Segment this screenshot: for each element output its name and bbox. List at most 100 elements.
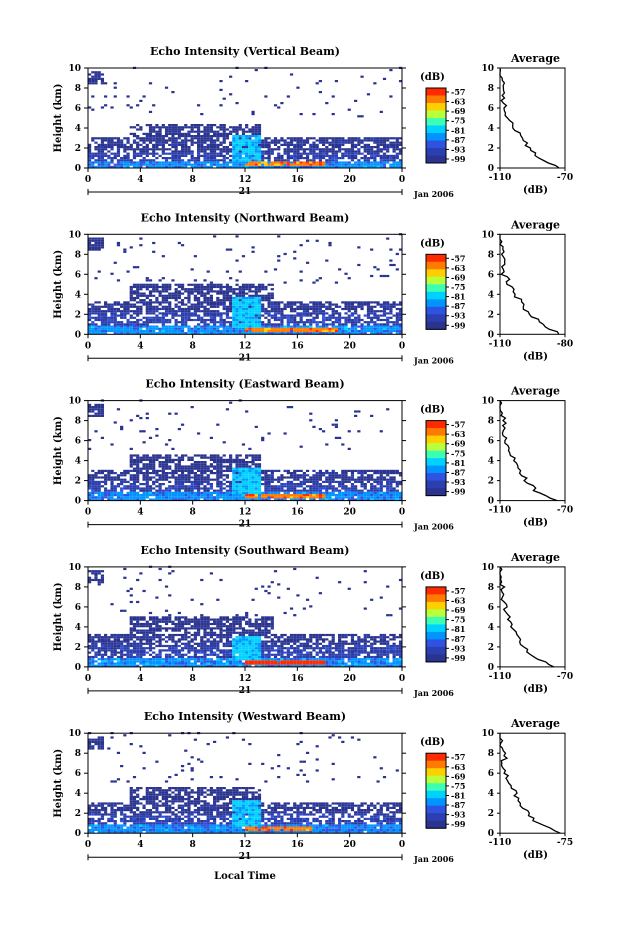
heatmap-cell xyxy=(338,483,341,485)
heatmap-cell xyxy=(126,658,129,660)
heatmap-cell xyxy=(197,137,200,139)
heatmap-cell xyxy=(335,326,338,328)
heatmap-cell xyxy=(181,244,184,246)
heatmap-cell xyxy=(159,148,162,150)
heatmap-cell xyxy=(184,133,187,135)
heatmap-cell xyxy=(216,490,219,492)
heatmap-cell xyxy=(171,128,174,130)
heatmap-cell xyxy=(181,424,184,426)
heatmap-cell xyxy=(210,131,213,133)
heatmap-cell xyxy=(210,124,213,126)
heatmap-cell xyxy=(364,494,367,496)
heatmap-cell xyxy=(187,290,190,292)
heatmap-cell xyxy=(203,660,206,662)
heatmap-cell xyxy=(376,144,379,146)
heatmap-cell xyxy=(136,137,139,139)
heatmap-cell xyxy=(104,476,107,478)
heatmap-cell xyxy=(184,470,187,472)
heatmap-cell xyxy=(139,164,142,166)
heatmap-cell xyxy=(367,164,370,166)
heatmap-cell xyxy=(239,658,242,660)
heatmap-cell xyxy=(239,492,242,494)
heatmap-cell xyxy=(370,312,373,314)
heatmap-cell xyxy=(181,144,184,146)
heatmap-cell xyxy=(159,660,162,662)
heatmap-cell xyxy=(255,454,258,456)
heatmap-cell xyxy=(130,246,133,248)
heatmap-cell xyxy=(248,494,251,496)
heatmap-cell xyxy=(130,492,133,494)
heatmap-cell xyxy=(383,326,386,328)
heatmap-cell xyxy=(159,465,162,467)
heatmap-cell xyxy=(191,476,194,478)
heatmap-cell xyxy=(258,301,261,303)
heatmap-cell xyxy=(178,496,181,498)
heatmap-cell xyxy=(386,481,389,483)
heatmap-cell xyxy=(255,69,258,71)
heatmap-cell xyxy=(380,658,383,660)
heatmap-cell xyxy=(300,658,303,660)
heatmap-cell xyxy=(98,153,101,155)
heatmap-cell xyxy=(319,312,322,314)
heatmap-cell xyxy=(255,304,258,306)
heatmap-cell xyxy=(110,326,113,328)
heatmap-cell xyxy=(245,326,248,328)
heatmap-cell xyxy=(296,312,299,314)
heatmap-cell xyxy=(133,286,136,288)
heatmap-cell xyxy=(248,310,251,312)
heatmap-cell xyxy=(200,146,203,148)
colorbar-tick-label: -99 xyxy=(451,320,466,330)
heatmap-cell xyxy=(338,474,341,476)
heatmap-cell xyxy=(293,157,296,159)
heatmap-cell xyxy=(393,164,396,166)
heatmap-cell xyxy=(280,317,283,319)
heatmap-cell xyxy=(354,415,357,417)
heatmap-cell xyxy=(229,468,232,470)
heatmap-cell xyxy=(316,658,319,660)
heatmap-cell xyxy=(319,157,322,159)
heatmap-cell xyxy=(303,330,306,332)
heatmap-cell xyxy=(332,137,335,139)
heatmap-cell xyxy=(312,153,315,155)
heatmap-cell xyxy=(191,490,194,492)
heatmap-cell xyxy=(373,660,376,662)
heatmap-cell xyxy=(373,139,376,141)
heatmap-cell xyxy=(242,328,245,330)
heatmap-cell xyxy=(94,137,97,139)
heatmap-cell xyxy=(162,124,165,126)
heatmap-cell xyxy=(380,474,383,476)
heatmap-cell xyxy=(245,663,248,665)
heatmap-cell xyxy=(332,658,335,660)
heatmap-cell xyxy=(258,328,261,330)
heatmap-cell xyxy=(213,465,216,467)
heatmap-cell xyxy=(94,406,97,408)
heatmap-cell xyxy=(293,483,296,485)
heatmap-cell xyxy=(335,494,338,496)
heatmap-cell xyxy=(213,312,216,314)
heatmap-cell xyxy=(210,459,213,461)
heatmap-cell xyxy=(91,308,94,310)
heatmap-cell xyxy=(300,328,303,330)
heatmap-cell xyxy=(159,164,162,166)
heatmap-cell xyxy=(386,304,389,306)
heatmap-cell xyxy=(207,326,210,328)
heatmap-cell xyxy=(239,474,242,476)
heatmap-cell xyxy=(312,426,315,428)
heatmap-cell xyxy=(396,148,399,150)
heatmap-cell xyxy=(258,658,261,660)
date-label: Jan 2006 xyxy=(413,522,454,532)
heatmap-cell xyxy=(94,487,97,489)
heatmap-cell xyxy=(178,155,181,157)
heatmap-cell xyxy=(306,304,309,306)
heatmap-cell xyxy=(344,476,347,478)
heatmap-cell xyxy=(386,301,389,303)
heatmap-cell xyxy=(114,142,117,144)
heatmap-cell xyxy=(386,306,389,308)
heatmap-cell xyxy=(210,159,213,161)
heatmap-cell xyxy=(370,148,373,150)
heatmap-cell xyxy=(216,284,219,286)
heatmap-cell xyxy=(123,315,126,317)
heatmap-cell xyxy=(325,161,328,163)
heatmap-cell xyxy=(191,159,194,161)
heatmap-cell xyxy=(175,284,178,286)
